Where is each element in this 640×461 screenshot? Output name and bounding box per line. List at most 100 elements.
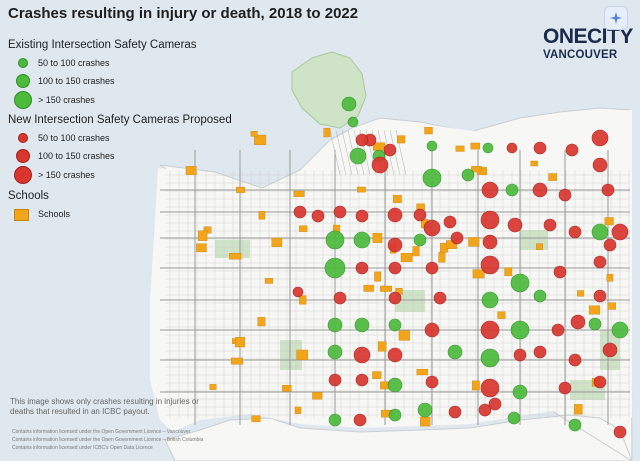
proposed-camera-marker[interactable]	[568, 225, 582, 239]
proposed-camera-marker[interactable]	[333, 291, 347, 305]
proposed-camera-marker[interactable]	[355, 373, 369, 387]
proposed-camera-marker[interactable]	[558, 381, 572, 395]
proposed-camera-marker[interactable]	[507, 217, 523, 233]
proposed-camera-marker[interactable]	[293, 205, 307, 219]
school-marker[interactable]	[250, 131, 258, 137]
proposed-camera-marker[interactable]	[593, 289, 607, 303]
school-marker[interactable]	[231, 357, 243, 365]
school-marker[interactable]	[398, 330, 410, 341]
proposed-camera-marker[interactable]	[388, 291, 402, 305]
existing-camera-marker[interactable]	[325, 230, 345, 250]
existing-camera-marker[interactable]	[591, 223, 609, 241]
proposed-camera-marker[interactable]	[480, 255, 500, 275]
school-marker[interactable]	[604, 217, 614, 226]
proposed-camera-marker[interactable]	[387, 237, 403, 253]
existing-camera-marker[interactable]	[328, 413, 342, 427]
school-marker[interactable]	[380, 285, 392, 292]
existing-camera-marker[interactable]	[426, 140, 438, 152]
school-marker[interactable]	[420, 416, 431, 427]
existing-camera-marker[interactable]	[611, 321, 629, 339]
existing-camera-marker[interactable]	[354, 317, 370, 333]
existing-camera-marker[interactable]	[388, 318, 402, 332]
proposed-camera-marker[interactable]	[443, 215, 457, 229]
school-marker[interactable]	[229, 253, 242, 260]
existing-camera-marker[interactable]	[480, 348, 500, 368]
school-marker[interactable]	[264, 278, 274, 284]
proposed-camera-marker[interactable]	[423, 219, 441, 237]
proposed-camera-marker[interactable]	[355, 209, 369, 223]
school-marker[interactable]	[438, 252, 446, 263]
existing-camera-marker[interactable]	[349, 147, 367, 165]
proposed-camera-marker[interactable]	[570, 314, 586, 330]
school-marker[interactable]	[312, 392, 323, 400]
existing-camera-marker[interactable]	[327, 344, 343, 360]
school-marker[interactable]	[296, 349, 309, 361]
school-marker[interactable]	[372, 371, 382, 379]
school-marker[interactable]	[185, 166, 197, 176]
proposed-camera-marker[interactable]	[591, 129, 609, 147]
proposed-camera-marker[interactable]	[488, 397, 502, 411]
school-marker[interactable]	[258, 211, 266, 220]
school-marker[interactable]	[251, 415, 261, 423]
proposed-camera-marker[interactable]	[448, 405, 462, 419]
proposed-camera-marker[interactable]	[506, 142, 518, 154]
existing-camera-marker[interactable]	[327, 317, 343, 333]
proposed-camera-marker[interactable]	[602, 342, 618, 358]
school-marker[interactable]	[203, 226, 212, 234]
proposed-camera-marker[interactable]	[543, 218, 557, 232]
school-marker[interactable]	[397, 135, 406, 144]
proposed-camera-marker[interactable]	[480, 210, 500, 230]
school-marker[interactable]	[497, 311, 506, 319]
school-marker[interactable]	[573, 404, 583, 415]
school-marker[interactable]	[504, 267, 513, 276]
school-marker[interactable]	[254, 134, 267, 146]
proposed-camera-marker[interactable]	[565, 143, 579, 157]
existing-camera-marker[interactable]	[417, 402, 433, 418]
school-marker[interactable]	[196, 243, 207, 253]
existing-camera-marker[interactable]	[533, 289, 547, 303]
proposed-camera-marker[interactable]	[311, 209, 325, 223]
proposed-camera-marker[interactable]	[480, 378, 500, 398]
school-marker[interactable]	[416, 369, 428, 376]
school-marker[interactable]	[530, 160, 538, 167]
proposed-camera-marker[interactable]	[551, 323, 565, 337]
school-marker[interactable]	[424, 127, 433, 135]
proposed-camera-marker[interactable]	[558, 188, 572, 202]
proposed-camera-marker[interactable]	[601, 183, 615, 197]
existing-camera-marker[interactable]	[507, 411, 521, 425]
proposed-camera-marker[interactable]	[355, 261, 369, 275]
school-marker[interactable]	[299, 225, 308, 232]
proposed-camera-marker[interactable]	[328, 373, 342, 387]
school-marker[interactable]	[392, 194, 402, 203]
existing-camera-marker[interactable]	[341, 96, 357, 112]
proposed-camera-marker[interactable]	[592, 157, 608, 173]
proposed-camera-marker[interactable]	[533, 141, 547, 155]
proposed-camera-marker[interactable]	[387, 347, 403, 363]
proposed-camera-marker[interactable]	[425, 261, 439, 275]
existing-camera-marker[interactable]	[461, 168, 475, 182]
proposed-camera-marker[interactable]	[292, 286, 304, 298]
proposed-camera-marker[interactable]	[371, 156, 389, 174]
proposed-camera-marker[interactable]	[482, 234, 498, 250]
existing-camera-marker[interactable]	[447, 344, 463, 360]
school-marker[interactable]	[470, 142, 481, 150]
school-marker[interactable]	[607, 302, 616, 310]
proposed-camera-marker[interactable]	[532, 182, 548, 198]
proposed-camera-marker[interactable]	[480, 320, 500, 340]
proposed-camera-marker[interactable]	[413, 208, 427, 222]
proposed-camera-marker[interactable]	[611, 223, 629, 241]
school-marker[interactable]	[400, 253, 413, 263]
school-marker[interactable]	[209, 384, 217, 390]
proposed-camera-marker[interactable]	[553, 265, 567, 279]
existing-camera-marker[interactable]	[347, 116, 359, 128]
existing-camera-marker[interactable]	[353, 231, 371, 249]
existing-camera-marker[interactable]	[512, 384, 528, 400]
school-marker[interactable]	[374, 271, 382, 282]
existing-camera-marker[interactable]	[413, 233, 427, 247]
school-marker[interactable]	[236, 186, 246, 193]
proposed-camera-marker[interactable]	[424, 322, 440, 338]
school-marker[interactable]	[472, 269, 485, 279]
existing-camera-marker[interactable]	[588, 317, 602, 331]
school-marker[interactable]	[468, 237, 480, 247]
